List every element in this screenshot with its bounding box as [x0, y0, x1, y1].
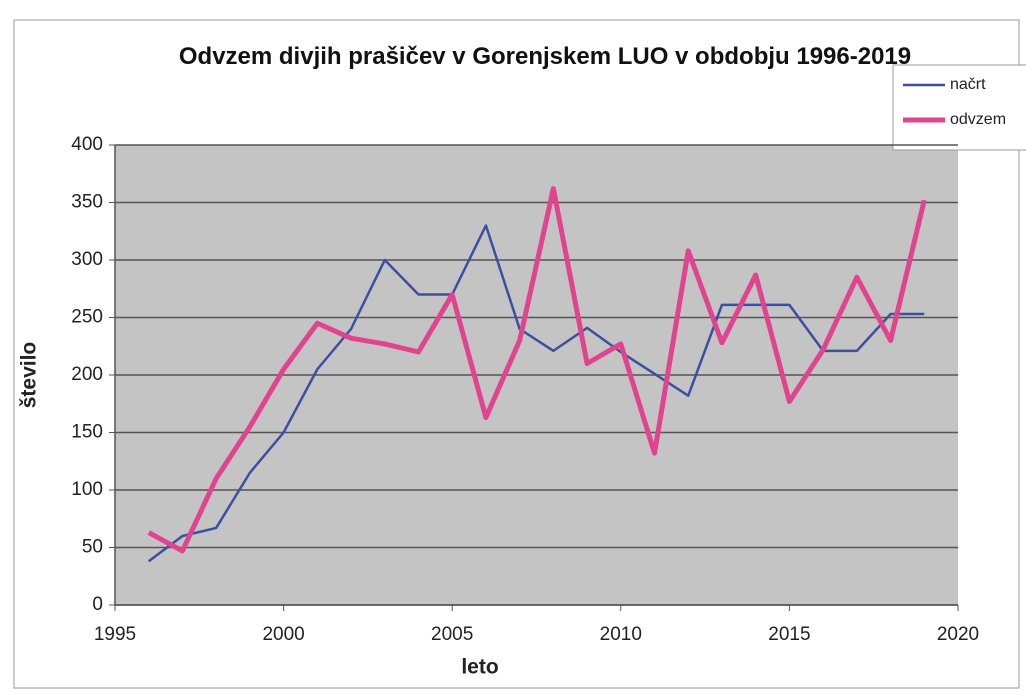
x-axis-label: leto	[461, 656, 498, 679]
x-tick-label: 2015	[768, 624, 810, 645]
y-tick-label: 250	[71, 307, 103, 328]
data-line	[147, 224, 925, 563]
y-tick-label: 300	[71, 249, 103, 270]
legend-box	[892, 64, 1026, 151]
legend-label: načrt	[950, 76, 986, 93]
data-line	[147, 186, 927, 554]
x-tick-label: 2000	[262, 624, 304, 645]
y-tick-label: 150	[71, 422, 103, 443]
y-tick-label: 100	[71, 479, 103, 500]
y-tick-label: 200	[71, 364, 103, 385]
legend-label: odvzem	[950, 111, 1006, 128]
x-tick-label: 2005	[431, 624, 473, 645]
y-tick-label: 350	[71, 192, 103, 213]
x-tick-label: 2010	[600, 624, 642, 645]
x-tick-label: 2020	[937, 624, 979, 645]
y-axis-label: število	[18, 342, 41, 409]
y-tick-label: 400	[71, 134, 103, 155]
y-tick-label: 50	[82, 537, 103, 558]
x-tick-label: 1995	[94, 624, 136, 645]
y-tick-label: 0	[92, 594, 103, 615]
chart-title: Odvzem divjih prašičev v Gorenjskem LUO …	[178, 43, 912, 70]
